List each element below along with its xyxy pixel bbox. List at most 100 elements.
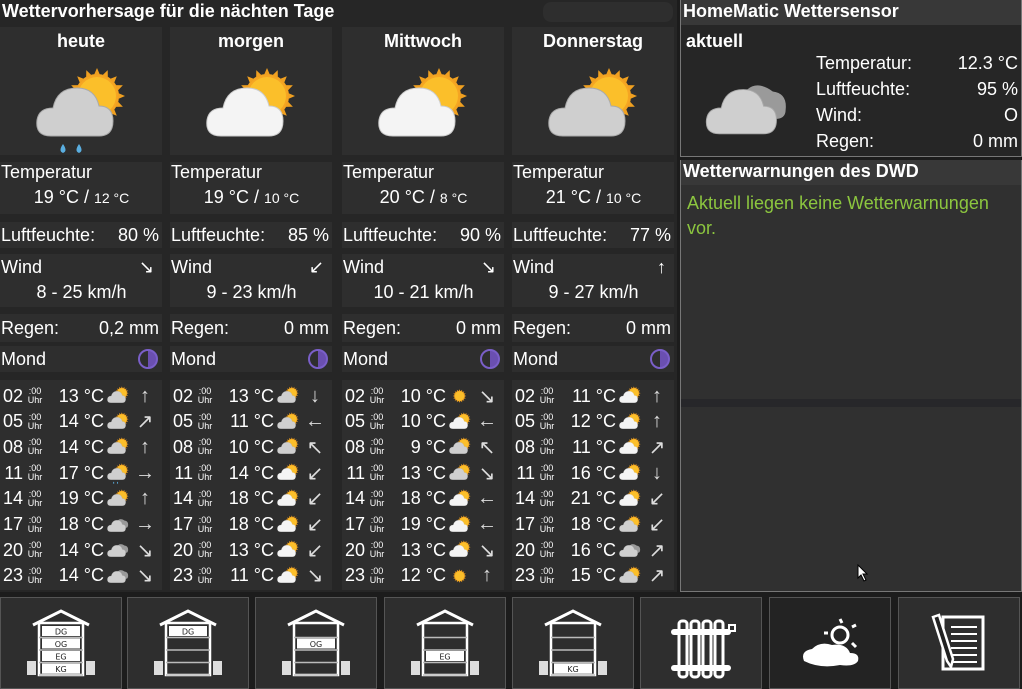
rain-label: Regen: <box>513 317 572 338</box>
hour: 14 <box>172 488 193 509</box>
moon-label: Mond <box>513 348 559 369</box>
temperature-block: Temperatur 19 °C / 10 °C <box>170 162 332 214</box>
hour: 08 <box>2 436 23 457</box>
hourly-row: 17:00 Uhr 19 °C ← <box>342 512 504 538</box>
minutes: :00 <box>198 463 212 474</box>
uhr-label: Uhr <box>27 549 43 560</box>
uhr-label: Uhr <box>369 395 385 405</box>
hour-temperature: 9 °C <box>410 436 446 457</box>
wind-header: Wind ↑ <box>513 257 674 278</box>
house-dg-icon: DG <box>154 609 222 677</box>
nav-button-notes[interactable] <box>898 597 1020 689</box>
wind-block: Wind ↙ 9 - 23 km/h <box>170 254 332 307</box>
wind-direction-icon: ← <box>477 410 497 433</box>
partly-cloudy-icon <box>548 68 637 137</box>
hour-suffix: :00 Uhr <box>366 438 388 456</box>
temperature-block: Temperatur 20 °C / 8 °C <box>342 162 504 214</box>
house-eg-icon: EG <box>411 609 479 677</box>
hour: 23 <box>2 565 23 586</box>
moon-row: Mond <box>512 346 674 372</box>
partly-cloudy-white-icon <box>619 489 641 506</box>
warnings-text: Aktuell liegen keine Wetterwarnungen vor… <box>687 193 989 238</box>
hourly-row: 17:00 Uhr 18 °C ↙ <box>170 512 332 538</box>
hour-suffix: :00 Uhr <box>194 515 216 534</box>
wind-direction-icon: ↙ <box>306 539 324 562</box>
sensor-value: 12.3 °C <box>957 53 1018 73</box>
wind-direction-icon: ↘ <box>136 565 154 588</box>
hourly-row: 11:00 Uhr 13 °C ↘ <box>342 460 504 486</box>
nav-button-house-og[interactable]: OG <box>255 597 377 689</box>
hourly-forecast: 02:00 Uhr 13 °C ↓ 05:00 Uhr 11 °C ← 08:00 Uhr 10 °… <box>170 380 332 590</box>
minutes: :00 <box>540 411 554 422</box>
nav-button-house-eg[interactable]: EG <box>384 597 506 689</box>
sensor-label: Luftfeuchte: <box>816 79 911 99</box>
uhr-label: Uhr <box>539 497 555 508</box>
partly-cloudy-icon <box>107 386 129 403</box>
hour-temperature: 18 °C <box>400 488 446 509</box>
hourly-row: 14:00 Uhr 21 °C ↙ <box>512 486 674 512</box>
wind-direction-icon: ↘ <box>136 539 154 562</box>
floor-label: KG <box>567 665 578 674</box>
wind-direction-icon: ↙ <box>648 488 666 511</box>
temperature-min: 8 °C <box>439 190 468 206</box>
temperature-min: 10 °C <box>606 190 642 206</box>
nav-button-weather[interactable] <box>769 597 891 689</box>
nav-button-house-dg[interactable]: DG <box>127 597 249 689</box>
hour-suffix: :00 Uhr <box>24 489 46 508</box>
wind-label: Wind <box>513 257 555 277</box>
nav-button-house-all-floors[interactable]: DG OG EG KG <box>0 597 122 689</box>
hour-suffix: :00 Uhr <box>194 541 216 559</box>
hourly-row: 05:00 Uhr 11 °C ← <box>170 409 332 435</box>
day-name: heute <box>56 31 105 51</box>
moon-row: Mond <box>0 346 162 372</box>
hour: 05 <box>514 411 535 432</box>
wind-direction-icon: ↗ <box>648 565 666 588</box>
hourly-row: 17:00 Uhr 18 °C ↙ <box>512 512 674 538</box>
uhr-label: Uhr <box>27 395 43 405</box>
hourly-forecast: 02:00 Uhr 10 °C ↘ 05:00 Uhr 10 °C ← 08:00 Uhr 9 °C… <box>342 380 504 590</box>
sensor-row: Temperatur: 12.3 °C <box>816 53 1018 74</box>
humidity-row: Luftfeuchte: 90 % <box>342 222 504 248</box>
wind-block: Wind ↘ 8 - 25 km/h <box>0 254 162 307</box>
hour: 11 <box>516 462 535 483</box>
sensor-value: 0 mm <box>973 131 1018 151</box>
uhr-label: Uhr <box>197 574 213 585</box>
temperature-value: 21 °C / 10 °C <box>513 187 674 208</box>
temperature-label: Temperatur <box>1 162 93 182</box>
hour: 14 <box>2 488 23 509</box>
wind-label: Wind <box>171 257 213 277</box>
partly-cloudy-icon <box>107 412 129 429</box>
minutes: :00 <box>370 411 384 422</box>
forecast-title: Wettervorhersage für die nächten Tage <box>2 1 335 21</box>
wind-direction-icon: ↙ <box>306 488 324 511</box>
partly-cloudy-icon <box>619 566 641 583</box>
partly-cloudy-white-icon <box>449 514 471 532</box>
wind-direction-icon: ↘ <box>480 257 496 277</box>
uhr-label: Uhr <box>27 472 43 483</box>
wind-direction-icon: ↓ <box>310 384 320 407</box>
half-moon-icon <box>480 349 500 369</box>
humidity-value: 90 % <box>459 224 501 245</box>
hourly-row: 08:00 Uhr 9 °C ↖ <box>342 434 504 460</box>
nav-button-radiator[interactable] <box>640 597 762 689</box>
minutes: :00 <box>198 386 212 396</box>
day-header: Mittwoch <box>342 27 504 155</box>
wind-direction-icon: ↑ <box>140 384 150 407</box>
moon-row: Mond <box>342 346 504 372</box>
wind-label: Wind <box>343 257 385 277</box>
temperature-block: Temperatur 19 °C / 12 °C <box>0 162 162 214</box>
partly-cloudy-white-icon <box>449 540 471 558</box>
hour-temperature: 13 °C <box>58 385 104 406</box>
minutes: :00 <box>28 411 42 422</box>
hour-suffix: :00 Uhr <box>194 387 216 405</box>
wind-direction-icon: ↙ <box>648 514 666 536</box>
nav-button-house-kg[interactable]: KG <box>512 597 634 689</box>
uhr-label: Uhr <box>27 523 43 534</box>
minutes: :00 <box>198 411 212 422</box>
partly-cloudy-white-icon <box>277 540 299 558</box>
hour-suffix: :00 Uhr <box>24 541 46 559</box>
temperature-max: 20 °C / <box>379 187 435 207</box>
humidity-row: Luftfeuchte: 77 % <box>512 222 674 248</box>
moon-label: Mond <box>171 348 217 369</box>
wind-direction-icon: → <box>135 461 155 484</box>
